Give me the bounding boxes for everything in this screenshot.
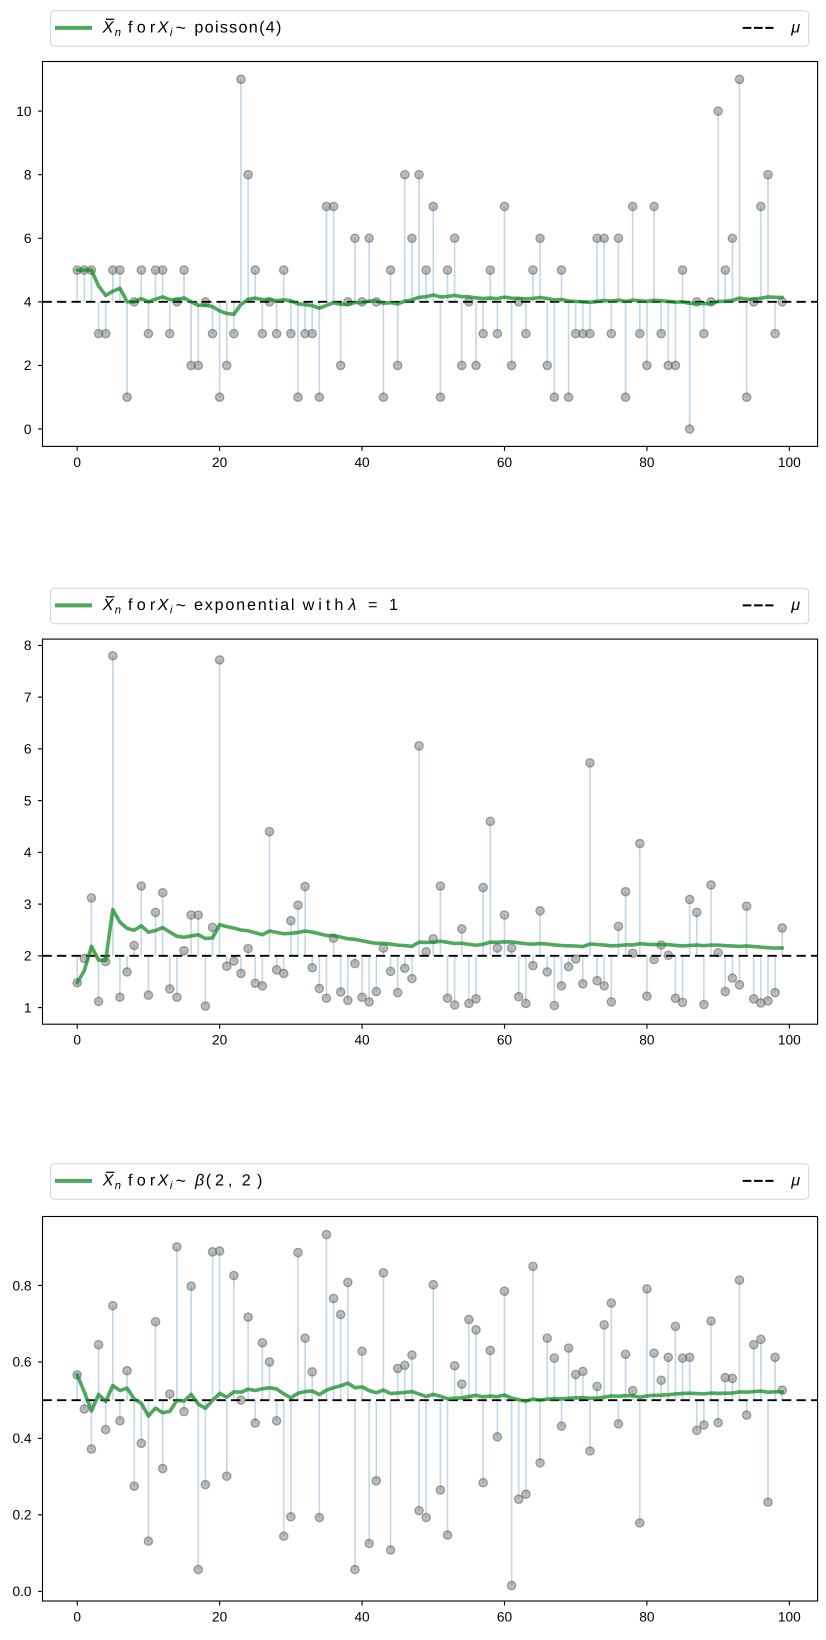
svg-text:8: 8	[24, 638, 32, 653]
svg-text:X: X	[157, 1172, 170, 1190]
svg-text:0: 0	[73, 1033, 81, 1048]
svg-text:=: =	[368, 596, 377, 614]
svg-text:0.0: 0.0	[12, 1584, 31, 1599]
svg-text:for: for	[128, 1172, 156, 1190]
svg-text:i: i	[170, 605, 173, 617]
svg-text:20: 20	[212, 1033, 228, 1048]
svg-text:40: 40	[354, 1610, 370, 1625]
svg-text:0: 0	[24, 422, 32, 437]
svg-text:80: 80	[639, 1033, 655, 1048]
svg-text:3: 3	[24, 897, 32, 912]
svg-text:0.6: 0.6	[12, 1355, 31, 1370]
svg-text:40: 40	[354, 455, 370, 470]
svg-text:μ: μ	[790, 596, 800, 614]
svg-text:0.4: 0.4	[12, 1431, 31, 1446]
svg-text:100: 100	[778, 455, 801, 470]
svg-text:6: 6	[24, 742, 32, 757]
svg-text:60: 60	[497, 1033, 513, 1048]
svg-text:for: for	[128, 596, 156, 614]
svg-text:β: β	[194, 1172, 204, 1190]
svg-text:X: X	[102, 1172, 115, 1190]
svg-text:n: n	[115, 605, 121, 617]
svg-text:~: ~	[176, 18, 186, 38]
svg-text:~: ~	[176, 1171, 186, 1191]
svg-text:X: X	[102, 596, 115, 614]
svg-text:exponential: exponential	[194, 596, 295, 614]
svg-text:0: 0	[73, 455, 81, 470]
svg-text:poisson(4): poisson(4)	[194, 19, 281, 37]
svg-text:20: 20	[212, 455, 228, 470]
svg-text:μ: μ	[790, 19, 800, 37]
svg-text:100: 100	[778, 1033, 801, 1048]
svg-text:4: 4	[24, 295, 32, 310]
svg-text:λ: λ	[347, 596, 356, 614]
svg-text:8: 8	[24, 167, 32, 182]
svg-text:0.2: 0.2	[12, 1508, 31, 1523]
svg-text:80: 80	[639, 1610, 655, 1625]
svg-text:μ: μ	[790, 1172, 800, 1190]
svg-text:1: 1	[24, 1000, 32, 1015]
svg-text:n: n	[115, 27, 121, 39]
svg-text:20: 20	[212, 1610, 228, 1625]
svg-text:i: i	[170, 27, 173, 39]
svg-text:7: 7	[24, 690, 32, 705]
svg-text:80: 80	[639, 455, 655, 470]
svg-text:100: 100	[778, 1610, 801, 1625]
svg-text:2: 2	[24, 949, 32, 964]
svg-text:1: 1	[389, 596, 398, 614]
svg-text:2: 2	[24, 358, 32, 373]
svg-text:4: 4	[24, 845, 32, 860]
svg-text:n: n	[115, 1180, 121, 1192]
svg-text:X: X	[102, 19, 115, 37]
svg-text:X: X	[157, 19, 170, 37]
svg-text:X: X	[157, 596, 170, 614]
svg-text:60: 60	[497, 455, 513, 470]
svg-text:~: ~	[176, 595, 186, 615]
svg-text:10: 10	[16, 104, 32, 119]
svg-text:i: i	[170, 1180, 173, 1192]
svg-text:0: 0	[73, 1610, 81, 1625]
svg-text:5: 5	[24, 793, 32, 808]
svg-text:40: 40	[354, 1033, 370, 1048]
svg-text:for: for	[128, 19, 156, 37]
svg-text:60: 60	[497, 1610, 513, 1625]
svg-text:6: 6	[24, 231, 32, 246]
svg-text:(2,: (2,	[206, 1172, 233, 1190]
svg-text:0.8: 0.8	[12, 1278, 31, 1293]
